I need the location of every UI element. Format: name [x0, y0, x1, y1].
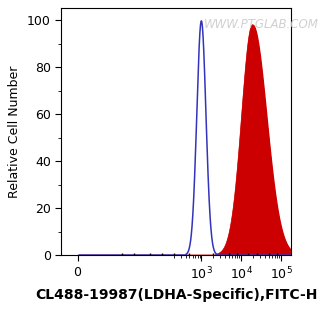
Text: WWW.PTGLAB.COM: WWW.PTGLAB.COM: [204, 18, 319, 31]
Y-axis label: Relative Cell Number: Relative Cell Number: [8, 65, 21, 198]
X-axis label: CL488-19987(LDHA-Specific),FITC-H: CL488-19987(LDHA-Specific),FITC-H: [35, 288, 317, 302]
